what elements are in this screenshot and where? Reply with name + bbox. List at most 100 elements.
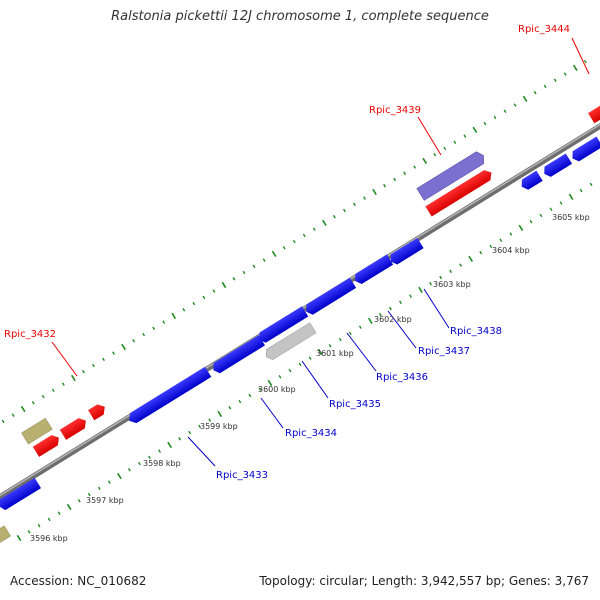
minor-tick xyxy=(389,306,392,311)
minor-tick xyxy=(242,270,246,275)
label-rpic-3439[interactable]: Rpic_3439 xyxy=(369,105,421,116)
minor-tick xyxy=(489,244,493,249)
minor-tick xyxy=(403,171,407,176)
gene-reverse[interactable] xyxy=(518,170,543,192)
minor-tick xyxy=(549,207,553,211)
minor-tick xyxy=(559,201,563,205)
minor-tick xyxy=(11,413,15,417)
major-tick xyxy=(271,250,277,258)
major-tick xyxy=(121,343,126,351)
gene-reverse[interactable] xyxy=(388,237,424,267)
major-tick xyxy=(167,441,172,449)
gene-forward[interactable] xyxy=(425,167,494,217)
minor-tick xyxy=(37,523,41,528)
minor-tick xyxy=(162,320,166,324)
label-rpic-3435[interactable]: Rpic_3435 xyxy=(329,399,381,410)
gene-rpic-3436[interactable] xyxy=(256,306,309,345)
label-rpic-3434[interactable]: Rpic_3434 xyxy=(285,428,337,439)
minor-tick xyxy=(97,486,101,491)
gene-rpic-3438[interactable] xyxy=(352,254,394,286)
minor-tick xyxy=(158,449,161,453)
minor-tick xyxy=(302,233,306,238)
lower-tick-track xyxy=(16,177,600,542)
minor-tick xyxy=(543,84,547,89)
minor-tick xyxy=(51,388,55,393)
minor-tick xyxy=(102,357,105,362)
minor-tick xyxy=(92,363,95,368)
minor-tick xyxy=(553,78,557,82)
scale-label: 3603 kbp xyxy=(433,280,471,289)
major-tick xyxy=(372,188,377,196)
minor-tick xyxy=(338,337,342,342)
major-tick xyxy=(568,193,574,201)
minor-tick xyxy=(198,424,202,429)
minor-tick xyxy=(258,387,262,391)
minor-tick xyxy=(292,239,296,244)
label-rpic-3432[interactable]: Rpic_3432 xyxy=(4,329,56,340)
minor-tick xyxy=(178,437,182,441)
major-tick xyxy=(117,472,122,480)
scale-label: 3602 kbp xyxy=(374,315,412,324)
gene-rpic-3434[interactable] xyxy=(210,335,265,375)
major-tick xyxy=(317,348,323,356)
minor-tick xyxy=(529,219,533,224)
minor-tick xyxy=(142,332,146,337)
gene-forward[interactable] xyxy=(59,416,89,440)
minor-tick xyxy=(393,177,397,182)
minor-tick xyxy=(188,430,192,435)
gene-reverse[interactable] xyxy=(0,477,42,512)
minor-tick xyxy=(513,103,517,107)
scale-label: 3597 kbp xyxy=(86,496,124,505)
minor-tick xyxy=(1,419,5,424)
label-rpic-3437[interactable]: Rpic_3437 xyxy=(418,346,470,357)
leader-lines xyxy=(51,37,590,467)
minor-tick xyxy=(358,325,362,329)
minor-tick xyxy=(278,375,282,379)
gene-reverse[interactable] xyxy=(569,136,600,163)
major-tick xyxy=(171,312,177,320)
minor-tick xyxy=(208,418,212,422)
minor-tick xyxy=(493,115,497,120)
gene-rpic-3444[interactable] xyxy=(588,103,600,124)
label-rpic-3433[interactable]: Rpic_3433 xyxy=(216,470,268,481)
minor-tick xyxy=(57,511,61,515)
minor-tick xyxy=(252,264,256,269)
major-tick xyxy=(572,64,578,72)
gene-rpic-3439[interactable] xyxy=(416,150,487,201)
minor-tick xyxy=(41,394,45,399)
minor-tick xyxy=(238,399,242,404)
upper-tick-track xyxy=(1,59,587,424)
minor-tick xyxy=(138,461,141,466)
major-tick xyxy=(221,281,227,289)
label-rpic-3436[interactable]: Rpic_3436 xyxy=(376,372,428,383)
major-tick xyxy=(267,379,273,387)
scale-labels: 3596 kbp 3597 kbp 3598 kbp 3599 kbp 3600… xyxy=(30,213,590,543)
minor-tick xyxy=(399,300,402,305)
minor-tick xyxy=(409,294,412,298)
scale-label: 3605 kbp xyxy=(552,213,590,222)
gene-rpic-3437[interactable] xyxy=(303,277,357,317)
major-tick xyxy=(418,286,423,294)
minor-tick xyxy=(353,202,356,207)
gene-forward[interactable] xyxy=(88,402,108,421)
label-rpic-3444[interactable]: Rpic_3444 xyxy=(518,24,570,35)
minor-tick xyxy=(232,277,236,281)
major-tick xyxy=(472,126,478,134)
gene-forward[interactable] xyxy=(32,433,62,457)
minor-tick xyxy=(583,59,587,64)
gene-rpic-3435[interactable] xyxy=(263,322,317,362)
gene-pseudo[interactable] xyxy=(21,417,53,445)
minor-tick xyxy=(579,188,583,193)
gene-pseudo[interactable] xyxy=(0,525,11,544)
minor-tick xyxy=(563,72,567,76)
major-tick xyxy=(217,410,223,418)
label-rpic-3438[interactable]: Rpic_3438 xyxy=(450,326,502,337)
gene-rpic-3433[interactable] xyxy=(126,366,212,426)
gene-reverse[interactable] xyxy=(541,153,573,179)
minor-tick xyxy=(202,295,206,300)
minor-tick xyxy=(82,370,85,374)
minor-tick xyxy=(182,308,186,312)
minor-tick xyxy=(77,499,81,503)
major-tick xyxy=(368,317,373,325)
minor-tick xyxy=(262,258,266,262)
